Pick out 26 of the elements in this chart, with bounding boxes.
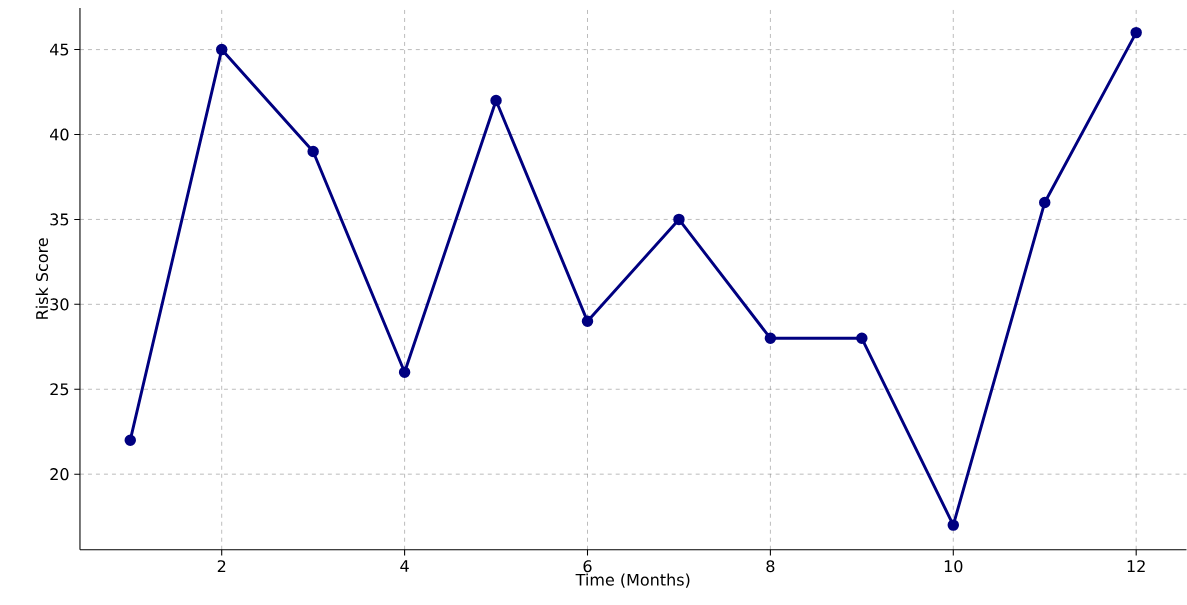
point	[856, 332, 868, 345]
point	[307, 145, 319, 158]
y-tick-label: 30	[50, 298, 69, 311]
x-tick-label: 2	[217, 560, 226, 573]
x-tick-label: 8	[766, 560, 775, 573]
x-tick-label: 6	[583, 560, 592, 573]
y-axis-title: Risk Score	[35, 238, 49, 319]
point	[490, 94, 502, 107]
point	[947, 519, 960, 531]
point	[764, 332, 777, 345]
y-tick-label: 40	[50, 128, 69, 141]
y-tick-label: 45	[50, 43, 69, 56]
x-tick-label: 12	[1127, 560, 1145, 573]
point	[1130, 27, 1142, 39]
y-tick-label: 25	[50, 383, 69, 396]
point	[215, 44, 228, 56]
point	[581, 315, 594, 328]
point	[1039, 196, 1051, 209]
point	[673, 213, 685, 226]
x-tick-label: 4	[400, 560, 409, 572]
point	[124, 434, 136, 447]
y-tick-label: 20	[50, 468, 69, 481]
y-tick-label: 35	[50, 213, 69, 226]
x-tick-label: 10	[944, 560, 963, 573]
x-axis-title: Time (Months)	[575, 573, 690, 588]
point	[398, 366, 411, 379]
